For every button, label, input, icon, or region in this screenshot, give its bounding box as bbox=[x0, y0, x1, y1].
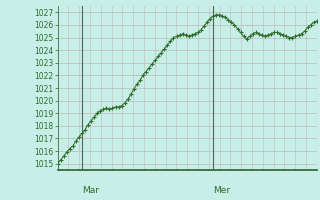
Text: Mar: Mar bbox=[82, 186, 99, 195]
Text: Mer: Mer bbox=[213, 186, 230, 195]
